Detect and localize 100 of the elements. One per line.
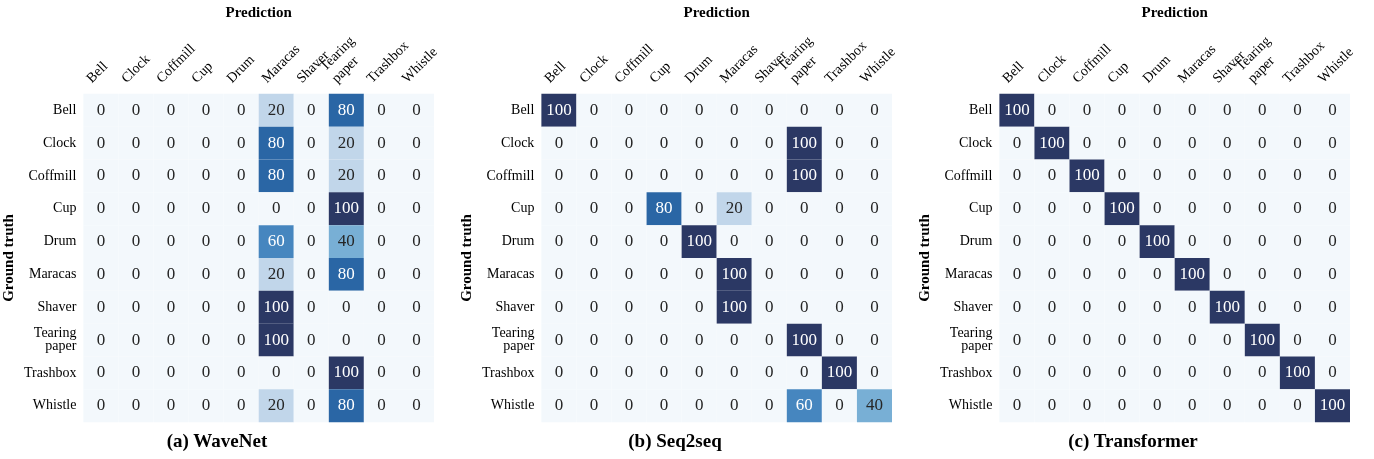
data-label: 0 (1328, 165, 1337, 185)
data-label: 0 (412, 165, 421, 185)
y-tick-label: Shaver (495, 298, 535, 314)
data-label: 0 (1152, 395, 1162, 415)
data-label: 0 (1293, 231, 1302, 251)
data-label: 0 (589, 263, 599, 283)
data-label: 0 (800, 99, 809, 119)
data-label: 0 (1117, 231, 1127, 251)
data-label: 0 (236, 329, 246, 349)
data-label: 0 (1117, 296, 1127, 316)
y-tick-label: Trashbox (23, 364, 77, 380)
data-label: 0 (166, 165, 176, 185)
data-label: 0 (1223, 165, 1232, 185)
data-label: 100 (1109, 198, 1135, 218)
data-label: 0 (1293, 132, 1302, 152)
data-label: 0 (624, 362, 634, 382)
y-tick-label: Shaver (37, 298, 77, 314)
text: (c) Transformer (1068, 429, 1199, 452)
data-label: 0 (1328, 99, 1337, 119)
data-label: 100 (1039, 132, 1065, 152)
data-label: 0 (1082, 362, 1092, 382)
data-label: 0 (131, 165, 141, 185)
y-tick-label: Cup (511, 200, 535, 216)
data-label: 0 (1293, 198, 1302, 218)
data-label: 0 (589, 165, 599, 185)
data-label: 0 (1328, 231, 1337, 251)
y-axis-title: Ground truth (457, 213, 474, 302)
data-label: 0 (1012, 198, 1022, 218)
data-label: 20 (267, 395, 285, 415)
data-label: 0 (131, 296, 141, 316)
y-axis-title: Ground truth (0, 213, 16, 302)
data-label: 100 (791, 329, 818, 349)
data-label: 0 (1258, 362, 1267, 382)
y-axis-title: Ground truth (915, 213, 932, 302)
data-label: 0 (96, 99, 106, 119)
data-label: 0 (377, 395, 386, 415)
x-tick-label: Bell (83, 58, 111, 86)
data-label: 0 (1258, 132, 1267, 152)
data-label: 0 (659, 362, 669, 382)
data-label: 0 (131, 132, 141, 152)
y-tick-label: Shaver (953, 298, 993, 314)
data-label: 0 (166, 99, 176, 119)
data-label: 0 (694, 329, 704, 349)
data-label: 0 (1047, 99, 1057, 119)
data-label: 0 (131, 329, 141, 349)
data-label: 0 (1012, 362, 1022, 382)
y-tick-label: Bell (511, 101, 535, 117)
data-label: 100 (1284, 362, 1311, 382)
data-label: 0 (659, 99, 669, 119)
data-label: 0 (870, 198, 879, 218)
data-label: 80 (267, 132, 285, 152)
data-label: 0 (835, 296, 844, 316)
data-label: 0 (96, 231, 106, 251)
data-label: 0 (377, 165, 386, 185)
data-label: 0 (765, 231, 774, 251)
data-label: 0 (835, 395, 844, 415)
data-label: 0 (342, 296, 351, 316)
data-label: 0 (377, 99, 386, 119)
data-label: 0 (412, 231, 421, 251)
data-label: 0 (765, 99, 774, 119)
data-label: 0 (1047, 231, 1057, 251)
data-label: 0 (271, 362, 281, 382)
data-label: 0 (201, 395, 211, 415)
data-label: 0 (694, 165, 704, 185)
data-label: 0 (589, 231, 599, 251)
data-label: 0 (166, 132, 176, 152)
data-label: 0 (694, 395, 704, 415)
data-label: 0 (1117, 329, 1127, 349)
data-label: 0 (96, 263, 106, 283)
y-tick-label: Bell (969, 101, 993, 117)
data-label: 0 (1047, 198, 1057, 218)
data-label: 0 (729, 165, 739, 185)
data-label: 0 (1047, 296, 1057, 316)
data-label: 0 (412, 263, 421, 283)
data-label: 0 (412, 296, 421, 316)
data-label: 100 (791, 165, 818, 185)
data-label: 0 (1082, 231, 1092, 251)
data-label: 0 (870, 99, 879, 119)
data-label: 0 (729, 395, 739, 415)
data-label: 0 (1047, 329, 1057, 349)
data-label: 0 (201, 165, 211, 185)
data-label: 0 (131, 362, 141, 382)
data-label: 0 (201, 362, 211, 382)
data-label: 0 (1152, 263, 1162, 283)
data-label: 0 (377, 362, 386, 382)
data-label: 0 (835, 165, 844, 185)
data-label: 0 (765, 263, 774, 283)
data-label: 0 (624, 165, 634, 185)
data-label: 0 (236, 198, 246, 218)
data-label: 0 (1258, 165, 1267, 185)
data-label: 0 (377, 198, 386, 218)
text: (b) Seq2seq (628, 429, 723, 452)
data-label: 0 (1047, 395, 1057, 415)
data-label: 0 (131, 99, 141, 119)
y-tick-label: Coffmill (28, 167, 77, 183)
data-label: 0 (1152, 362, 1162, 382)
data-label: 0 (1012, 231, 1022, 251)
y-tick-label: Clock (42, 134, 77, 150)
data-label: 0 (1223, 132, 1232, 152)
y-tick-label: Trashbox (939, 364, 993, 380)
